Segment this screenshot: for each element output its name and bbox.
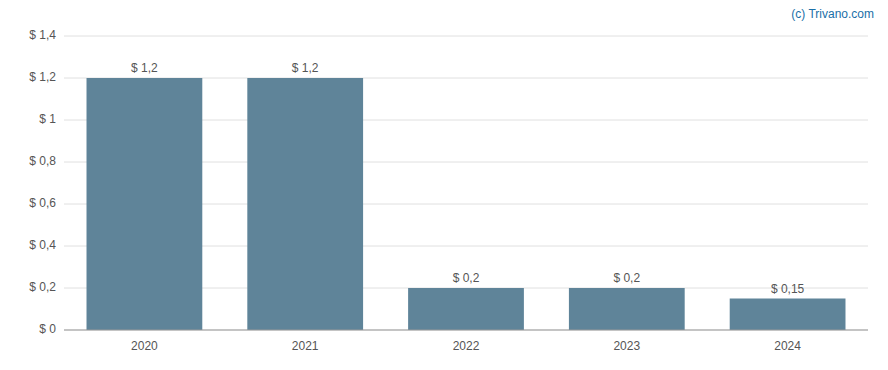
x-tick-label: 2022 xyxy=(453,339,480,353)
bar xyxy=(569,288,685,330)
y-tick-label: $ 0,2 xyxy=(29,280,56,294)
y-tick-label: $ 1,2 xyxy=(29,70,56,84)
x-axis-line xyxy=(64,330,868,331)
watermark: (c) Trivano.com xyxy=(791,7,874,21)
y-tick-label: $ 0,6 xyxy=(29,196,56,210)
bar xyxy=(247,78,363,330)
y-tick-labels: $ 0 $ 0,2 $ 0,4 $ 0,6 $ 0,8 $ 1 $ 1,2 $ 1,4 xyxy=(29,28,56,336)
y-tick-label: $ 0,4 xyxy=(29,238,56,252)
data-label: $ 0,15 xyxy=(771,282,805,296)
data-label: $ 0,2 xyxy=(613,271,640,285)
grid-line xyxy=(64,36,868,37)
data-label: $ 0,2 xyxy=(453,271,480,285)
x-tick-label: 2020 xyxy=(131,339,158,353)
y-tick-label: $ 0 xyxy=(39,322,56,336)
grid-line xyxy=(64,330,868,331)
data-label: $ 1,2 xyxy=(292,61,319,75)
y-grid xyxy=(64,36,868,330)
data-label: $ 1,2 xyxy=(131,61,158,75)
y-tick-label: $ 1,4 xyxy=(29,28,56,42)
bar xyxy=(408,288,524,330)
bar xyxy=(730,299,846,331)
y-tick-label: $ 1 xyxy=(39,112,56,126)
x-tick-label: 2024 xyxy=(774,339,801,353)
bars xyxy=(87,78,846,330)
bar xyxy=(87,78,203,330)
x-tick-label: 2021 xyxy=(292,339,319,353)
chart: $ 0 $ 0,2 $ 0,4 $ 0,6 $ 0,8 $ 1 $ 1,2 $ 1,4 $ 1,… xyxy=(0,0,888,370)
y-tick-label: $ 0,8 xyxy=(29,154,56,168)
chart-container: $ 0 $ 0,2 $ 0,4 $ 0,6 $ 0,8 $ 1 $ 1,2 $ 1,4 $ 1,… xyxy=(0,0,888,370)
x-axis: 2020 2021 2022 2023 2024 xyxy=(64,330,868,353)
x-tick-label: 2023 xyxy=(613,339,640,353)
data-labels: $ 1,2 $ 1,2 $ 0,2 $ 0,2 $ 0,15 xyxy=(131,61,805,296)
